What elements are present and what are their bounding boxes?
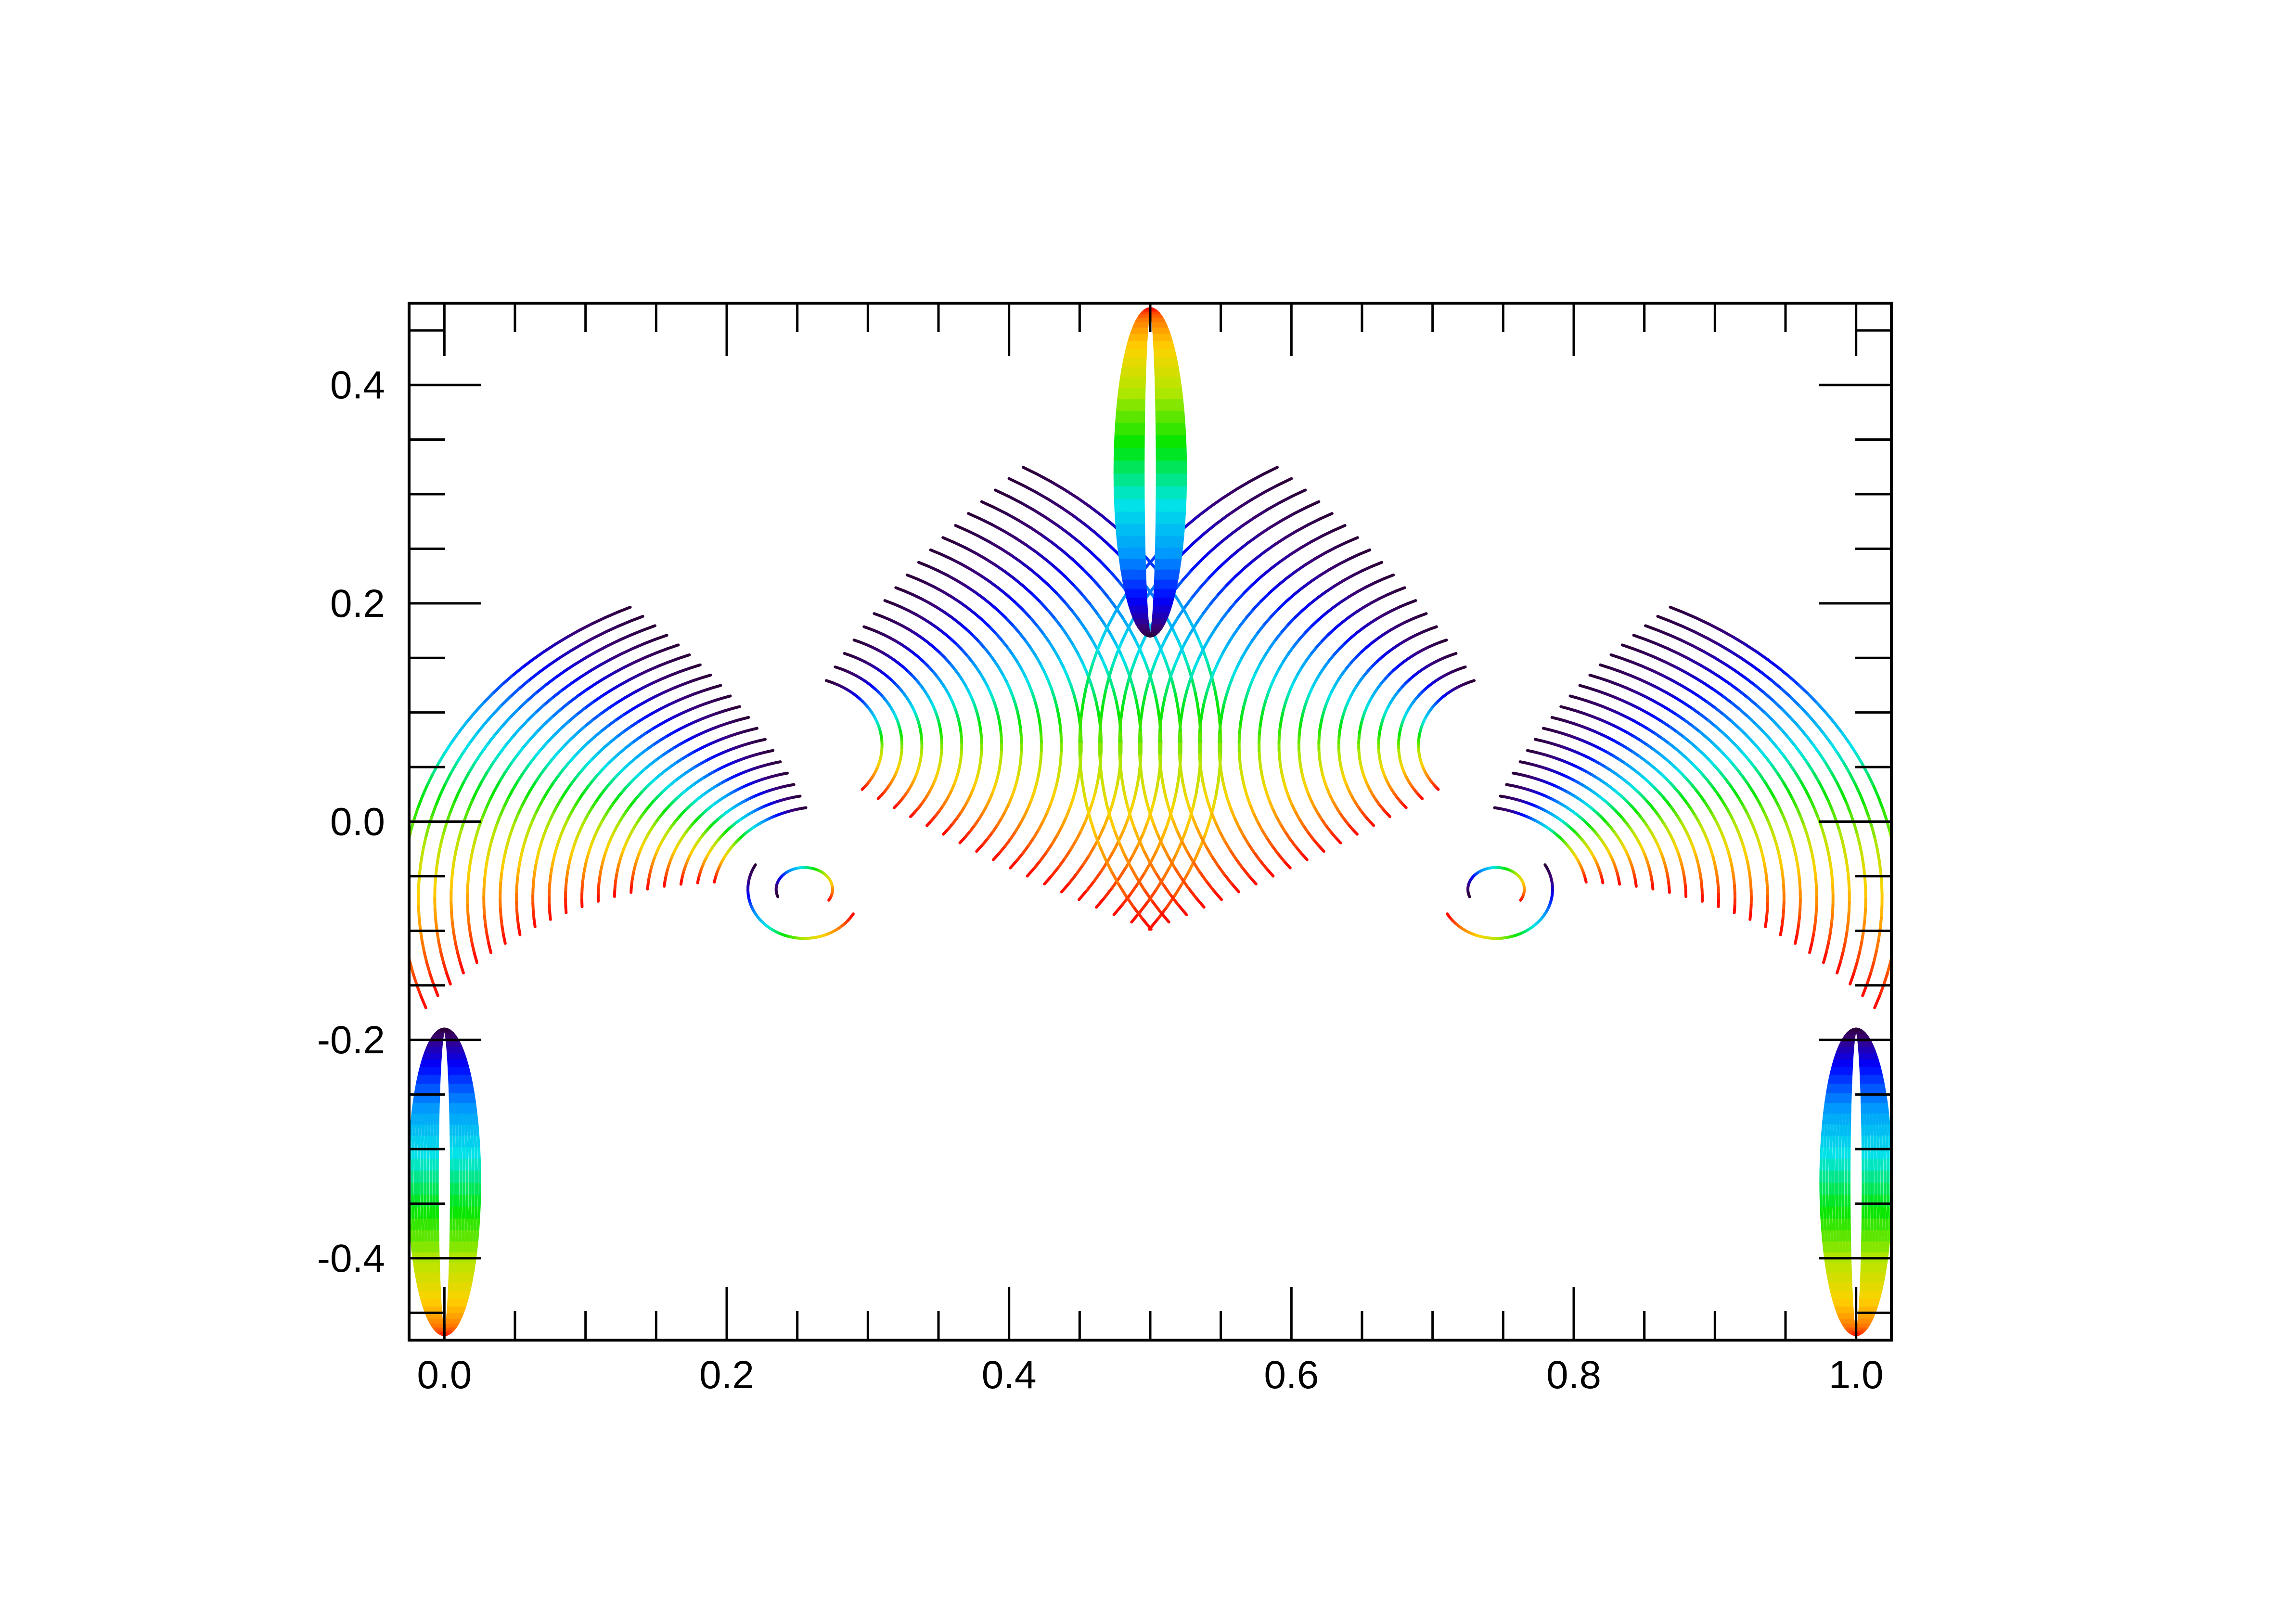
arc-left-top	[834, 665, 904, 800]
arc-right-bottom	[1620, 643, 1835, 964]
arc-right-top	[1237, 561, 1384, 870]
arc-right-top	[1377, 652, 1458, 809]
spiral-outer	[1446, 863, 1554, 940]
arc-left-top	[852, 639, 943, 818]
arc-right-bottom	[1609, 653, 1818, 954]
arc-right-bottom	[1656, 614, 1884, 997]
arc-right-top	[1357, 639, 1448, 818]
x-tick-label: 1.0	[1829, 1353, 1884, 1397]
arc-right-top	[1218, 548, 1372, 878]
arc-left-top	[873, 612, 983, 836]
arc-right-bottom	[1599, 663, 1802, 945]
arc-left-bottom	[596, 727, 759, 903]
arc-left-bottom	[450, 634, 668, 975]
arc-left-bottom	[548, 694, 732, 921]
x-tick-labels: 0.0 0.2 0.4 0.6 0.8 1.0	[417, 1353, 1883, 1397]
arc-right-top	[1197, 536, 1359, 886]
spiral-small	[1466, 866, 1526, 902]
x-tick-label: 0.6	[1264, 1353, 1319, 1397]
x-tick-label: 0.8	[1546, 1353, 1601, 1397]
arc-right-bottom	[1499, 794, 1605, 884]
y-tick-label: 0.2	[330, 582, 385, 626]
arc-left-bottom	[515, 673, 712, 936]
arc-left-top	[894, 586, 1023, 853]
edge-plume-right	[443, 1027, 475, 1336]
tick-marks	[409, 303, 1891, 1340]
arc-right-top	[1178, 524, 1347, 894]
arc-left-bottom	[713, 806, 808, 884]
arc-right-bottom	[1505, 783, 1621, 886]
arc-left-bottom	[564, 705, 741, 914]
arc-left-bottom	[580, 716, 750, 908]
arc-right-top	[1337, 625, 1438, 827]
arc-left-bottom	[417, 614, 644, 997]
arc-left-bottom	[646, 760, 782, 891]
arc-left-top	[883, 599, 1003, 844]
plume-right	[1149, 307, 1187, 638]
arc-right-bottom	[1632, 634, 1851, 975]
arc-left-bottom	[499, 663, 702, 945]
edge-plume-right	[1854, 1027, 1890, 1336]
arc-right-bottom	[1534, 738, 1688, 898]
y-tick-label: 0.0	[330, 800, 385, 844]
plume-left	[1126, 307, 1152, 638]
x-tick-label: 0.2	[699, 1353, 754, 1397]
x-tick-label: 0.0	[417, 1353, 472, 1397]
arc-left-top	[967, 512, 1143, 901]
arc-right-bottom	[1542, 727, 1704, 903]
edge-plume-right	[443, 1027, 481, 1336]
edge-plume-right	[1854, 1027, 1871, 1336]
arc-right-bottom	[1568, 694, 1753, 921]
y-tick-label: 0.4	[330, 363, 385, 407]
spiral-outer	[746, 863, 855, 940]
arc-right-bottom	[1644, 624, 1867, 985]
arc-left-bottom	[482, 653, 691, 954]
arc-left-top	[862, 625, 964, 827]
arc-left-bottom	[613, 738, 767, 898]
arc-right-bottom	[1512, 771, 1638, 888]
arc-left-bottom	[433, 624, 656, 985]
arc-right-top	[1158, 512, 1334, 901]
arc-left-bottom	[679, 783, 796, 886]
edge-plume-left	[1819, 1027, 1858, 1336]
y-tick-label: -0.2	[317, 1018, 385, 1062]
x-tick-label: 0.4	[982, 1353, 1037, 1397]
plot-frame	[408, 302, 1893, 1342]
arc-right-top	[1258, 573, 1395, 861]
arc-right-bottom	[1559, 705, 1737, 914]
arc-right-bottom	[1518, 760, 1655, 891]
arc-left-top	[917, 561, 1063, 870]
arc-series-group	[409, 307, 1891, 1336]
arc-right-bottom	[1550, 716, 1721, 908]
spiral-small	[774, 866, 834, 902]
arc-right-top	[1417, 679, 1476, 791]
arc-right-top	[1138, 500, 1321, 909]
arc-right-top	[1297, 599, 1417, 844]
arc-left-top	[843, 652, 924, 809]
arc-right-bottom	[1578, 684, 1769, 929]
y-tick-labels: 0.4 0.2 0.0 -0.2 -0.4	[317, 363, 385, 1280]
arc-right-top	[1397, 665, 1467, 800]
arc-left-bottom	[696, 794, 802, 884]
arc-left-bottom	[531, 684, 722, 929]
arc-right-top	[1277, 586, 1406, 853]
arc-left-bottom	[663, 771, 789, 888]
arc-left-bottom	[630, 749, 775, 894]
arc-right-bottom	[1493, 806, 1588, 884]
arc-left-bottom	[466, 643, 680, 964]
y-tick-label: -0.4	[317, 1237, 385, 1280]
arc-left-top	[905, 573, 1043, 861]
arc-right-bottom	[1526, 749, 1671, 894]
plume-left	[1113, 307, 1152, 638]
arc-right-top	[1317, 612, 1428, 836]
arc-left-top	[824, 679, 884, 791]
arc-right-bottom	[1588, 673, 1786, 936]
